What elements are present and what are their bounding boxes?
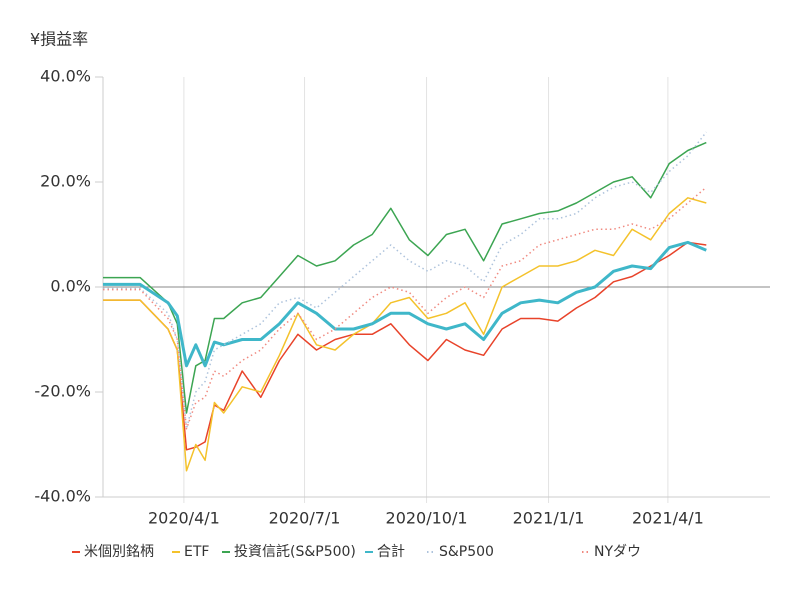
y-axis-label: ¥損益率	[30, 30, 88, 49]
legend-label: ETF	[184, 544, 209, 560]
y-tick-label: 0.0%	[50, 277, 91, 296]
legend-label: S&P500	[439, 544, 494, 560]
legend-label: 投資信託(S&P500)	[234, 544, 356, 560]
series-line	[103, 141, 707, 414]
x-tick-label: 2021/1/1	[513, 509, 585, 528]
series-line	[103, 241, 707, 451]
legend-label: 米個別銘柄	[84, 544, 154, 560]
y-tick-label: 40.0%	[40, 67, 91, 86]
y-tick-label: 20.0%	[40, 172, 91, 191]
legend-label: 合計	[377, 544, 405, 560]
x-tick-label: 2021/4/1	[632, 509, 704, 528]
x-tick-label: 2020/4/1	[148, 509, 220, 528]
series-line	[103, 197, 707, 472]
series-line	[103, 186, 707, 430]
legend-label: NYダウ	[594, 544, 641, 560]
x-tick-label: 2020/10/1	[386, 509, 468, 528]
series-line	[103, 240, 707, 368]
x-tick-label: 2020/7/1	[269, 509, 341, 528]
y-tick-label: -20.0%	[34, 382, 91, 401]
y-tick-label: -40.0%	[34, 487, 91, 506]
